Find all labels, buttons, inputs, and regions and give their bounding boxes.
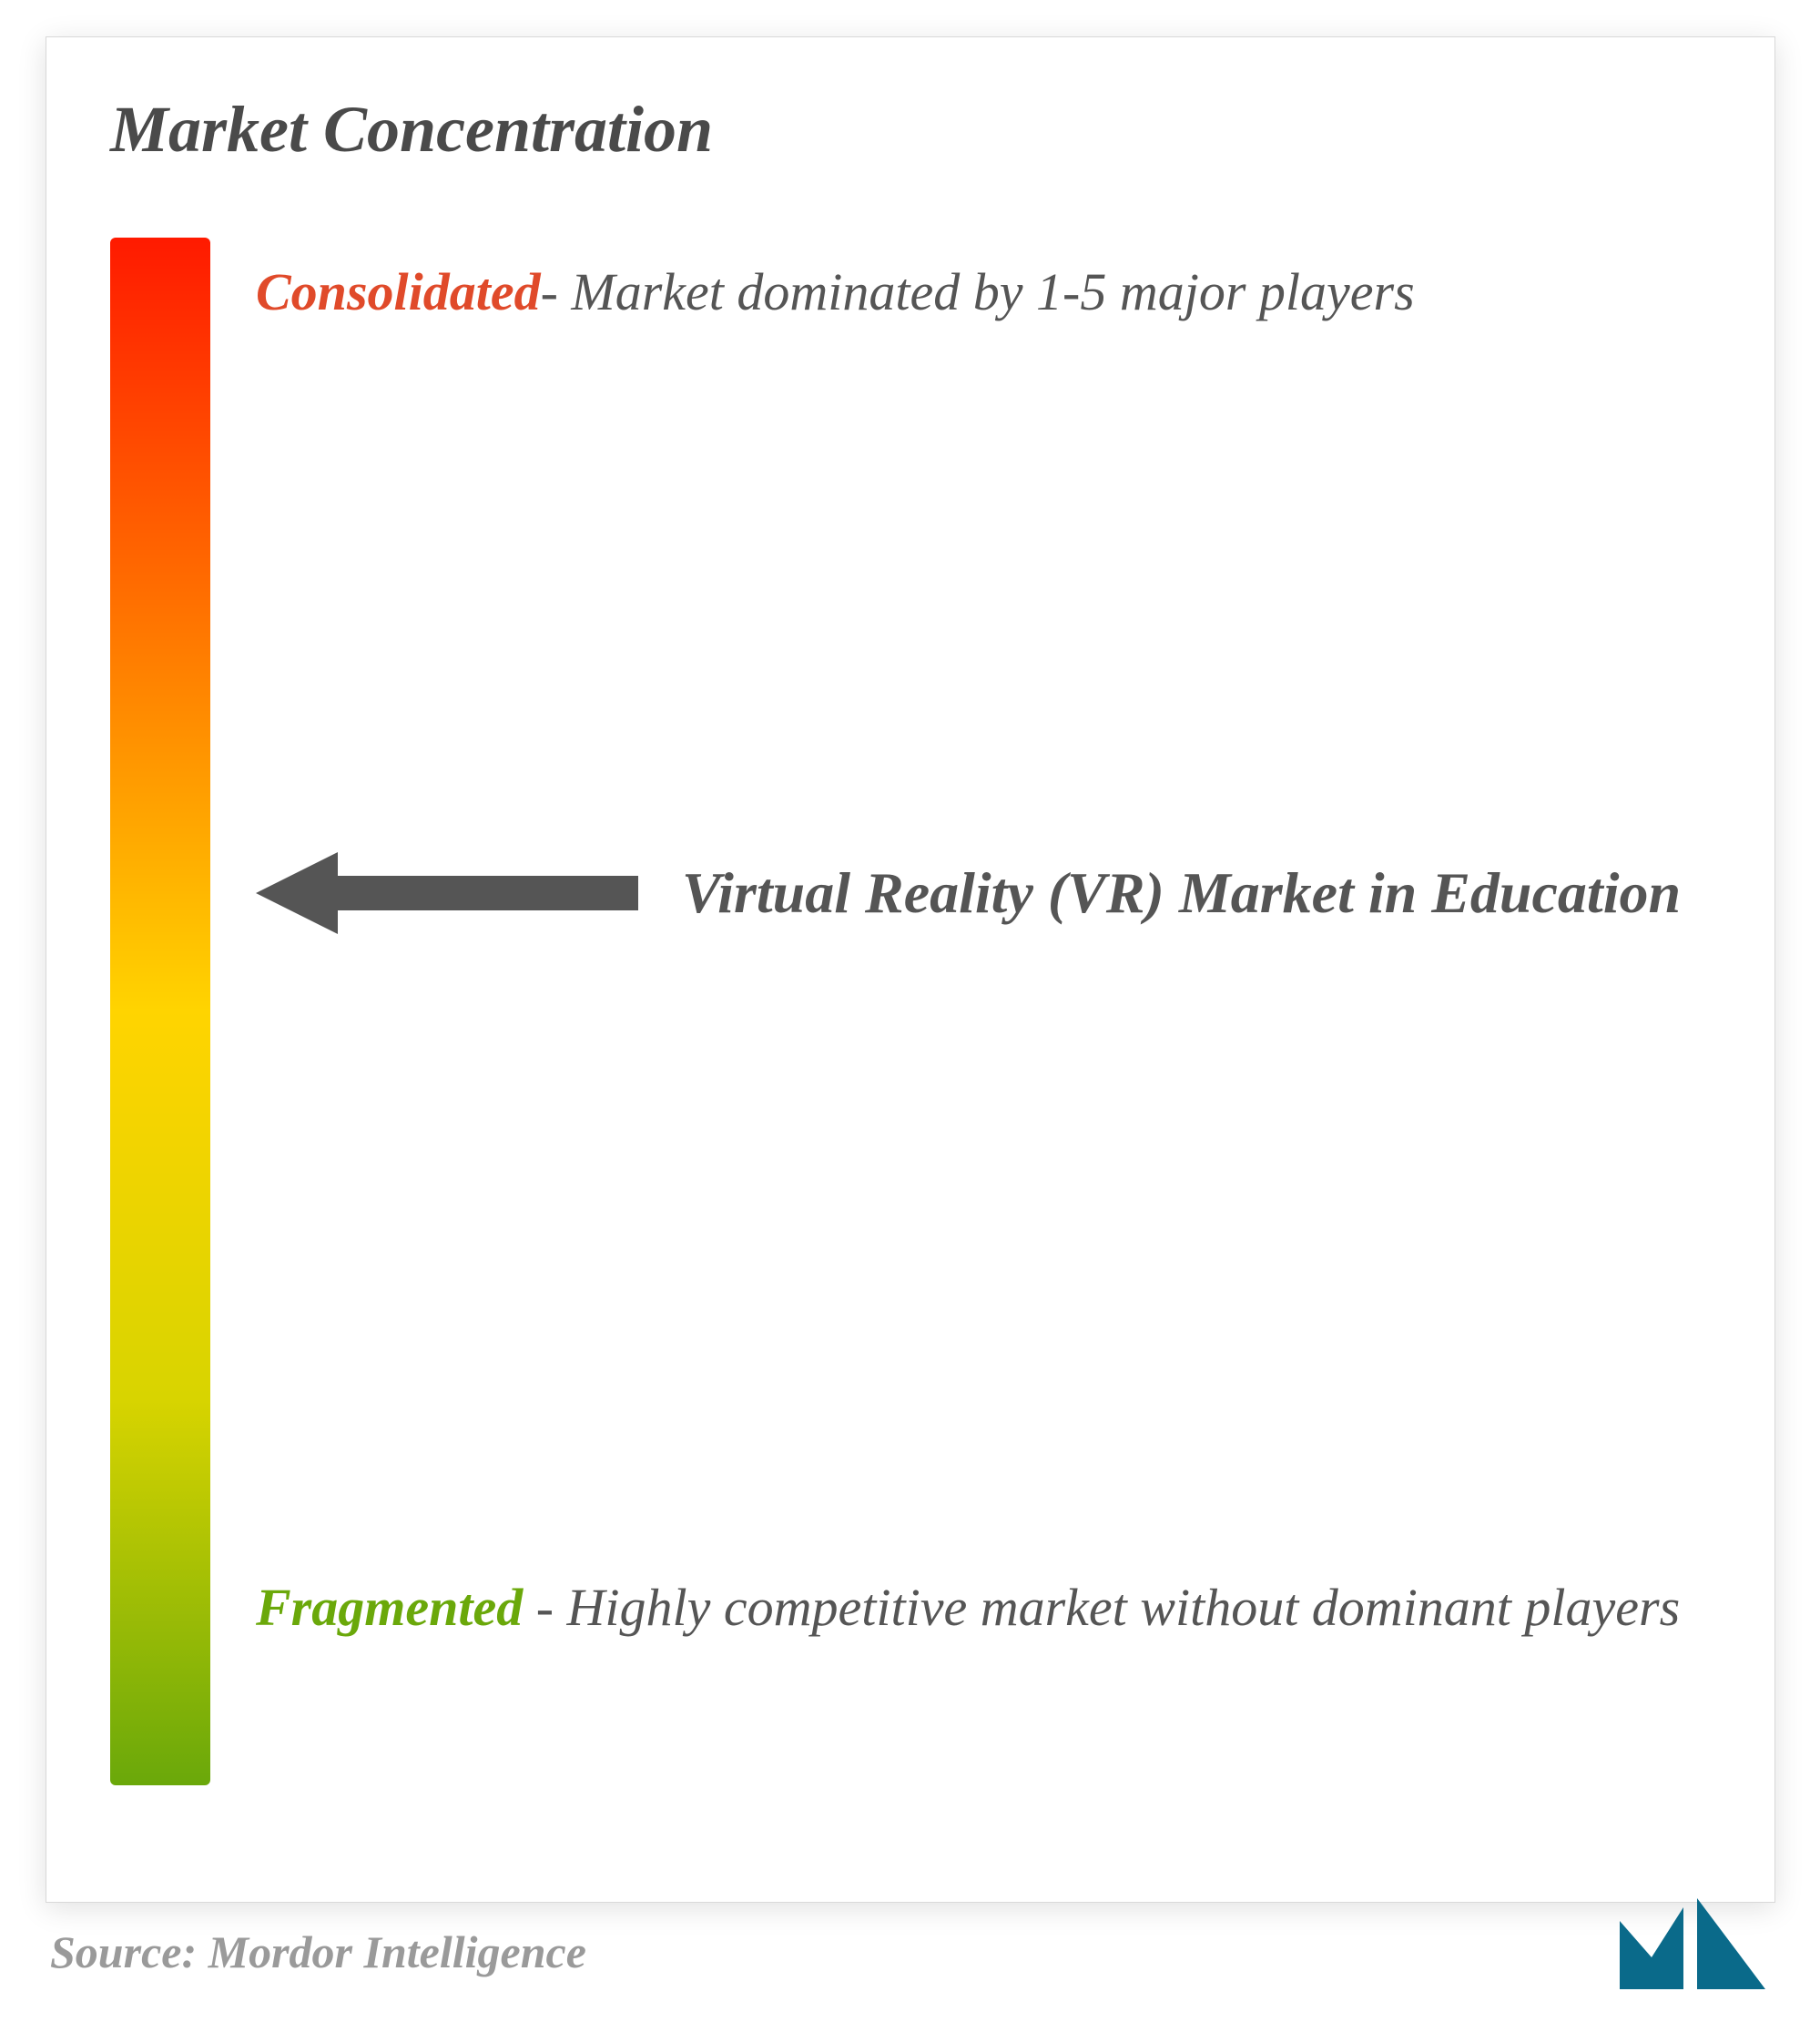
mordor-logo-icon xyxy=(1611,1889,1765,1998)
brand-logo xyxy=(1611,1889,1765,1998)
concentration-gradient-bar xyxy=(110,238,210,1785)
source-attribution: Source: Mordor Intelligence xyxy=(50,1925,586,1978)
market-name-label: Virtual Reality (VR) Market in Education xyxy=(682,854,1738,932)
content-card: Market Concentration Consolidated- Marke… xyxy=(46,36,1775,1903)
consolidated-description: - Market dominated by 1-5 major players xyxy=(541,262,1415,321)
fragmented-lead: Fragmented xyxy=(256,1578,523,1637)
consolidated-label: Consolidated- Market dominated by 1-5 ma… xyxy=(256,251,1731,333)
chart-title: Market Concentration xyxy=(110,92,713,168)
arrow-left-icon xyxy=(256,852,638,934)
fragmented-description: - Highly competitive market without domi… xyxy=(523,1578,1680,1637)
fragmented-label: Fragmented - Highly competitive market w… xyxy=(256,1567,1749,1649)
infographic-canvas: Market Concentration Consolidated- Marke… xyxy=(0,0,1820,2022)
consolidated-lead: Consolidated xyxy=(256,262,541,321)
market-position-marker: Virtual Reality (VR) Market in Education xyxy=(256,852,1738,934)
